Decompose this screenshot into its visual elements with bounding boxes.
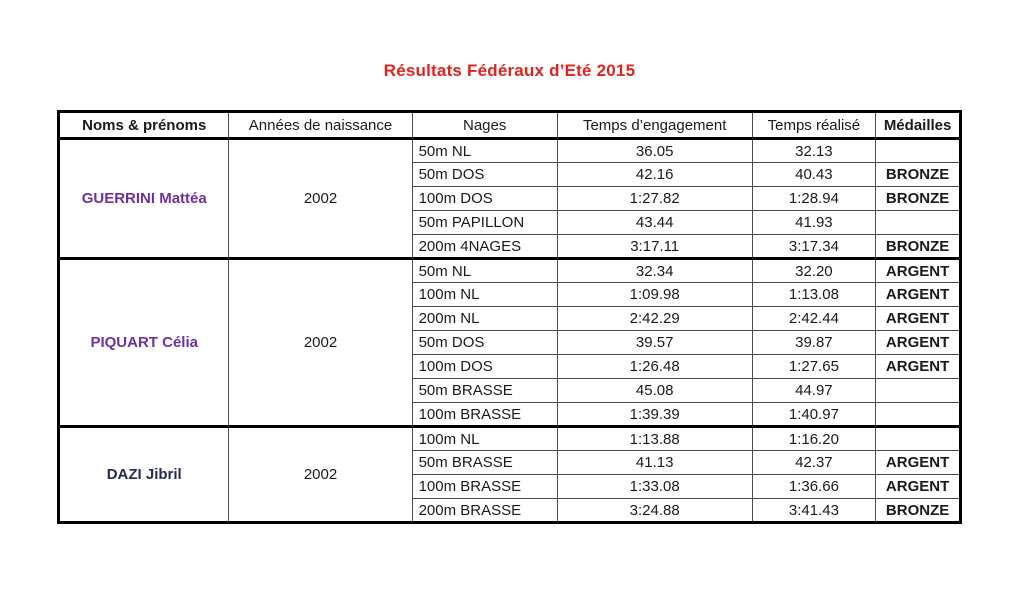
realise-time: 32.13 [751, 137, 877, 163]
event-name: 50m DOS [411, 162, 558, 187]
medal-cell: ARGENT [875, 330, 961, 355]
realise-time: 1:40.97 [751, 402, 877, 427]
swimmer-name: DAZI Jibril [57, 425, 230, 523]
event-name: 50m NL [411, 257, 558, 283]
engagement-time: 2:42.29 [556, 306, 753, 331]
engagement-time: 1:27.82 [556, 186, 753, 211]
col-header-annees-naissance: Années de naissance [228, 111, 413, 140]
medal-cell: ARGENT [875, 474, 961, 499]
realise-time: 1:16.20 [751, 425, 877, 451]
swimmer-name: GUERRINI Mattéa [57, 137, 230, 259]
engagement-time: 1:09.98 [556, 282, 753, 307]
realise-time: 44.97 [751, 378, 877, 403]
engagement-time: 42.16 [556, 162, 753, 187]
realise-time: 1:28.94 [751, 186, 877, 211]
event-name: 200m 4NAGES [411, 234, 558, 259]
header-row: Noms & prénoms Années de naissance Nages… [57, 111, 961, 140]
engagement-time: 39.57 [556, 330, 753, 355]
engagement-time: 3:24.88 [556, 498, 753, 523]
col-header-noms-prenoms: Noms & prénoms [57, 111, 230, 140]
event-name: 50m BRASSE [411, 378, 558, 403]
table-row: 100m DOS 1:26.48 1:27.65 ARGENT [59, 354, 961, 379]
table-row: 200m BRASSE 3:24.88 3:41.43 BRONZE [59, 498, 961, 523]
birth-year: 2002 [228, 257, 413, 427]
medal-cell: BRONZE [875, 498, 961, 523]
realise-time: 32.20 [751, 257, 877, 283]
medal-cell: ARGENT [875, 306, 961, 331]
table-row: 50m DOS 42.16 40.43 BRONZE [59, 162, 961, 187]
event-name: 50m NL [411, 137, 558, 163]
engagement-time: 36.05 [556, 137, 753, 163]
realise-time: 40.43 [751, 162, 877, 187]
engagement-time: 1:13.88 [556, 425, 753, 451]
medal-cell [875, 402, 961, 427]
event-name: 100m DOS [411, 354, 558, 379]
medal-cell: BRONZE [875, 162, 961, 187]
realise-time: 41.93 [751, 210, 877, 235]
medal-cell: BRONZE [875, 234, 961, 259]
realise-time: 1:36.66 [751, 474, 877, 499]
event-name: 100m BRASSE [411, 474, 558, 499]
realise-time: 1:13.08 [751, 282, 877, 307]
event-name: 200m BRASSE [411, 498, 558, 523]
realise-time: 2:42.44 [751, 306, 877, 331]
table-row: 50m BRASSE 45.08 44.97 [59, 378, 961, 403]
table-row: PIQUART Célia 2002 50m NL 32.34 32.20 AR… [57, 257, 961, 427]
event-name: 100m BRASSE [411, 402, 558, 427]
swimmer-name: PIQUART Célia [57, 257, 230, 427]
event-name: 100m DOS [411, 186, 558, 211]
medal-cell [875, 137, 961, 163]
engagement-time: 3:17.11 [556, 234, 753, 259]
realise-time: 39.87 [751, 330, 877, 355]
medal-cell: ARGENT [875, 282, 961, 307]
birth-year: 2002 [228, 425, 413, 523]
page-title: Résultats Fédéraux d’Eté 2015 [383, 61, 636, 80]
col-header-nages: Nages [411, 111, 558, 140]
col-header-temps-realise: Temps réalisé [751, 111, 877, 140]
medal-cell: ARGENT [875, 354, 961, 379]
table-row: 100m DOS 1:27.82 1:28.94 BRONZE [59, 186, 961, 211]
medal-cell: ARGENT [875, 450, 961, 475]
event-name: 200m NL [411, 306, 558, 331]
table-row: 200m 4NAGES 3:17.11 3:17.34 BRONZE [59, 234, 961, 259]
table-row: 50m DOS 39.57 39.87 ARGENT [59, 330, 961, 355]
medal-cell [875, 378, 961, 403]
engagement-time: 1:33.08 [556, 474, 753, 499]
event-name: 100m NL [411, 282, 558, 307]
realise-time: 3:17.34 [751, 234, 877, 259]
engagement-time: 1:39.39 [556, 402, 753, 427]
engagement-time: 32.34 [556, 257, 753, 283]
table-row: 100m NL 1:09.98 1:13.08 ARGENT [59, 282, 961, 307]
event-name: 50m BRASSE [411, 450, 558, 475]
event-name: 50m DOS [411, 330, 558, 355]
realise-time: 3:41.43 [751, 498, 877, 523]
medal-cell: ARGENT [875, 257, 961, 283]
engagement-time: 1:26.48 [556, 354, 753, 379]
birth-year: 2002 [228, 137, 413, 259]
event-name: 50m PAPILLON [411, 210, 558, 235]
engagement-time: 41.13 [556, 450, 753, 475]
col-header-medailles: Médailles [875, 111, 961, 140]
medal-cell [875, 210, 961, 235]
engagement-time: 43.44 [556, 210, 753, 235]
table-row: DAZI Jibril 2002 100m NL 1:13.88 1:16.20 [57, 425, 961, 523]
table-row: 50m PAPILLON 43.44 41.93 [59, 210, 961, 235]
medal-cell [875, 425, 961, 451]
results-table: Noms & prénoms Années de naissance Nages… [57, 110, 962, 524]
engagement-time: 45.08 [556, 378, 753, 403]
table-row: GUERRINI Mattéa 2002 50m NL 36.05 32.13 [57, 137, 961, 259]
event-name: 100m NL [411, 425, 558, 451]
col-header-temps-engagement: Temps d’engagement [556, 111, 753, 140]
medal-cell: BRONZE [875, 186, 961, 211]
realise-time: 1:27.65 [751, 354, 877, 379]
realise-time: 42.37 [751, 450, 877, 475]
